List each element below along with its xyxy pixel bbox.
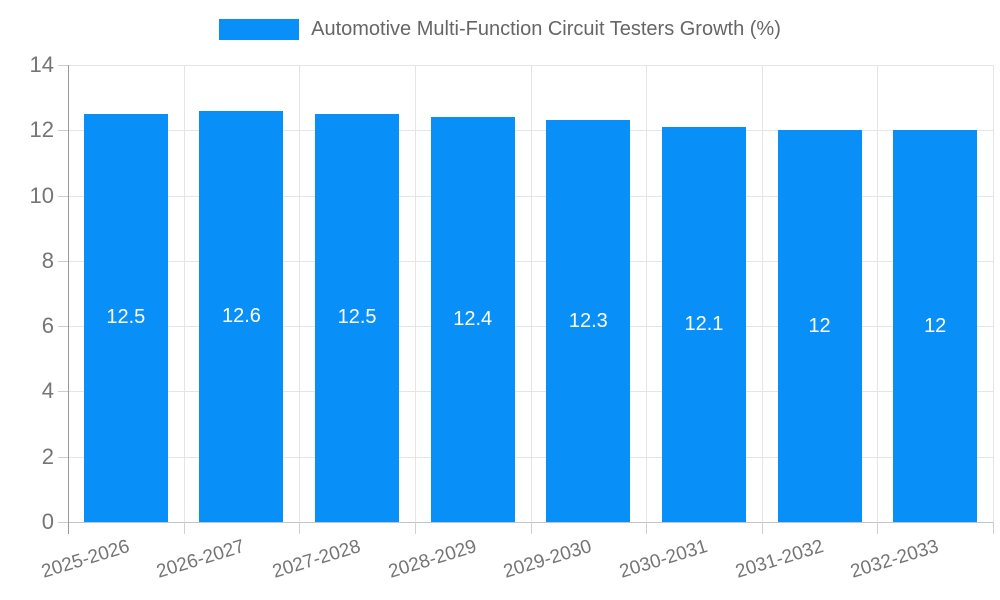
bar: 12.5 [83,113,168,522]
x-axis-tick-label: 2025-2026 [38,536,132,583]
y-tick-mark [58,195,68,197]
bar-value-label: 12 [808,314,831,337]
y-tick-mark [58,260,68,262]
y-axis-tick-label: 4 [41,378,54,404]
bar-value-label: 12.1 [684,313,724,335]
x-tick-mark [646,522,648,534]
v-gridline [646,65,648,522]
bar: 12.4 [430,117,515,522]
y-tick-mark [58,456,68,458]
bar: 12.1 [661,127,746,522]
bar-value-label: 12.5 [337,306,377,329]
x-axis-tick-label: 2031-2032 [732,536,826,583]
bar-value-label: 12 [924,314,947,337]
x-tick-mark [993,522,994,534]
x-tick-mark [183,522,185,534]
x-axis-tick-label: 2030-2031 [617,536,711,583]
x-axis-tick-label: 2028-2029 [385,536,479,583]
x-axis-tick-label: 2026-2027 [154,536,248,583]
y-axis-tick-label: 8 [41,247,54,273]
y-tick-mark [58,391,68,393]
y-axis-tick-label: 12 [29,117,54,143]
bar: 12.3 [546,120,631,522]
v-gridline [299,65,301,522]
v-gridline [414,65,416,522]
bar-value-label: 12.3 [568,309,608,332]
bar-value-label: 12.6 [221,304,261,327]
y-axis-tick-label: 0 [41,509,54,534]
y-tick-mark [58,522,68,523]
y-axis-tick-label: 2 [41,443,54,469]
bar-value-label: 12.5 [106,306,146,329]
v-gridline [530,65,532,522]
x-axis-tick-label: 2032-2033 [848,536,942,583]
x-tick-mark [761,522,763,534]
legend-swatch [219,19,300,40]
y-axis-line [68,65,69,534]
x-tick-mark [414,522,416,534]
v-gridline [993,65,994,522]
chart-title: Automotive Multi-Function Circuit Tester… [311,18,781,40]
bar-value-label: 12.4 [453,308,493,331]
y-tick-mark [58,65,68,66]
bar: 12 [777,130,862,522]
y-axis-tick-label: 14 [29,52,54,77]
x-tick-mark [530,522,532,534]
bar: 12 [893,130,978,522]
bar: 12.6 [199,110,284,522]
v-gridline [183,65,185,522]
legend-item[interactable]: Automotive Multi-Function Circuit Tester… [0,18,1000,41]
v-gridline [761,65,763,522]
y-tick-mark [58,326,68,328]
y-axis-tick-label: 10 [29,182,54,208]
v-gridline [877,65,879,522]
x-tick-mark [299,522,301,534]
y-tick-mark [58,130,68,132]
x-tick-mark [877,522,879,534]
bar: 12.5 [315,113,400,522]
x-axis-tick-label: 2027-2028 [270,536,364,583]
x-axis-tick-label: 2029-2030 [501,536,595,583]
y-axis-tick-label: 6 [41,313,54,339]
